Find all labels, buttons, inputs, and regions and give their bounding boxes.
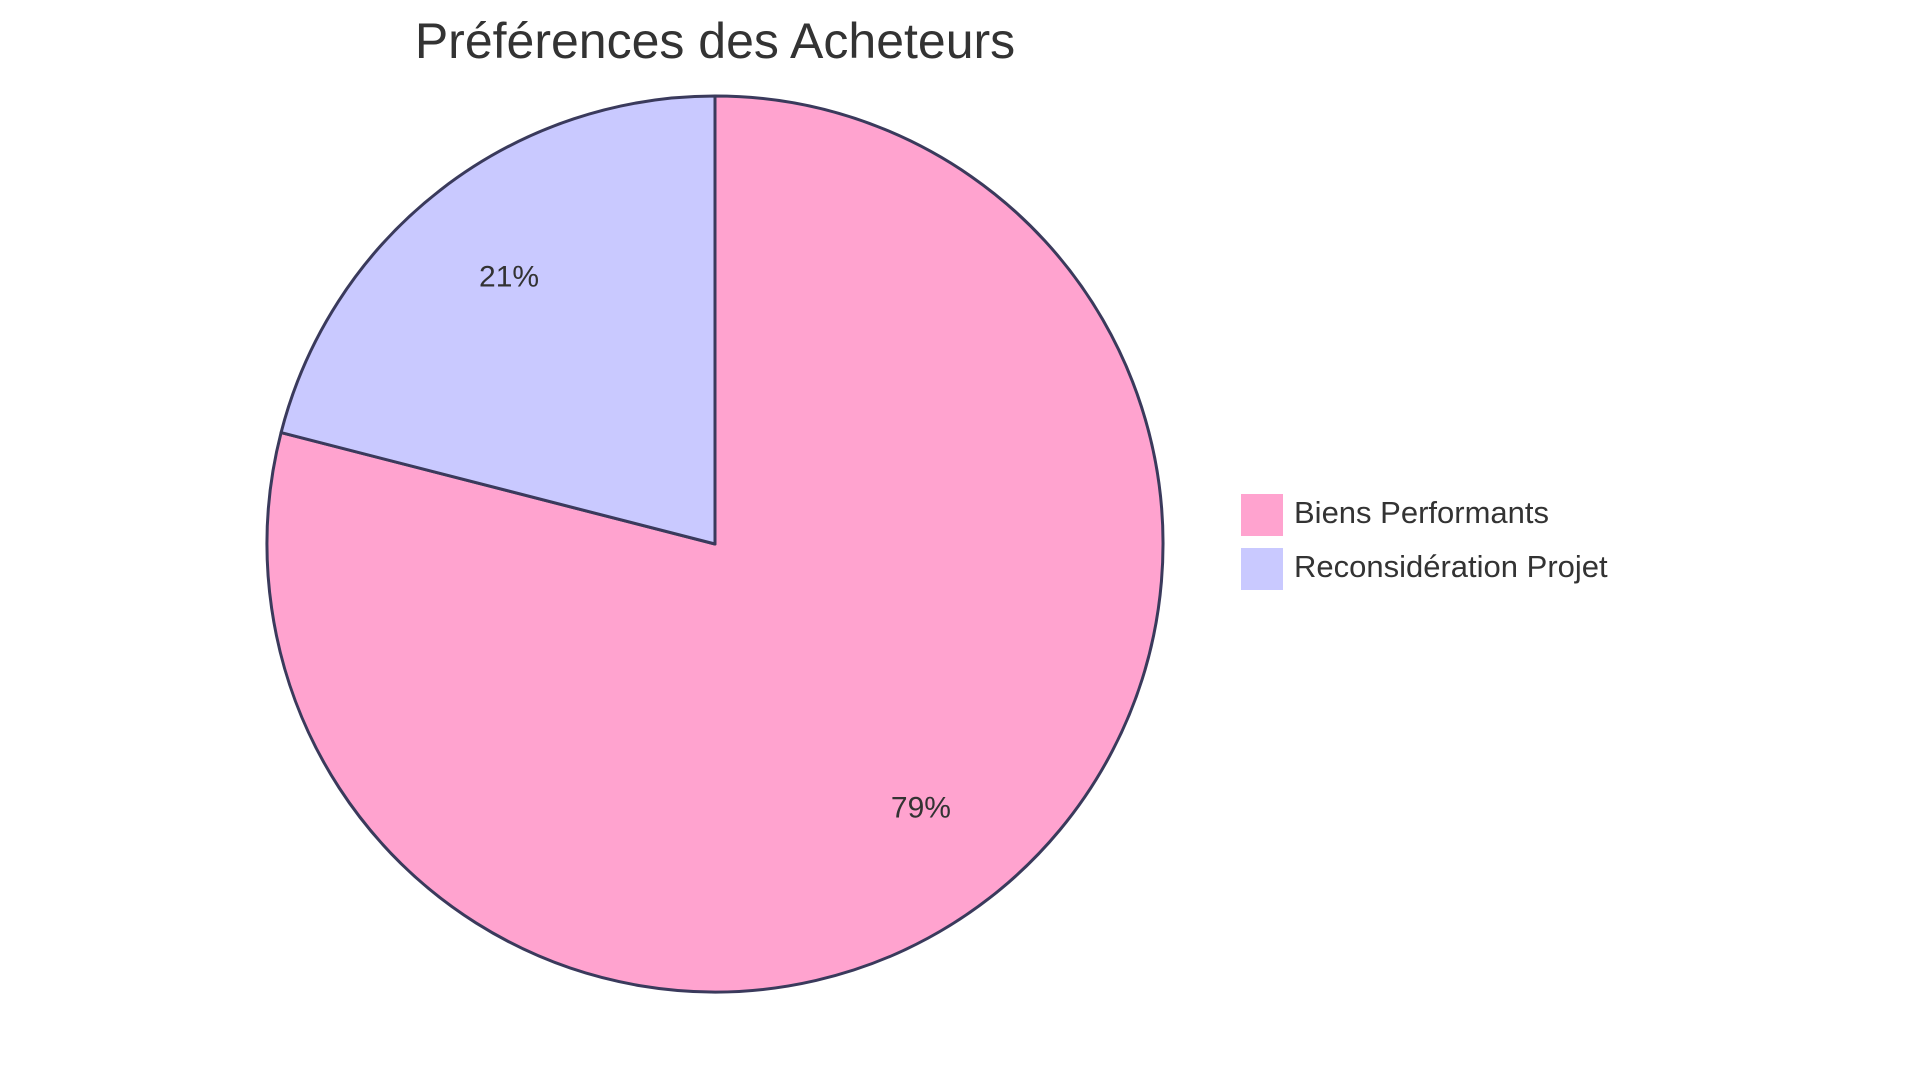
legend-swatch — [1239, 546, 1285, 592]
legend-swatch — [1239, 492, 1285, 538]
pie-slices — [265, 94, 1165, 994]
legend-label: Biens Performants — [1294, 495, 1549, 530]
slice-value-label: 79% — [891, 791, 951, 824]
slice-value-label: 21% — [479, 260, 539, 293]
pie-slice — [279, 94, 717, 546]
legend: Biens Performants Reconsidération Projet — [1239, 492, 1608, 592]
pie-slice-labels: 79% 21% — [479, 260, 951, 824]
chart-title: Préférences des Acheteurs — [415, 13, 1015, 69]
legend-label: Reconsidération Projet — [1294, 549, 1608, 584]
